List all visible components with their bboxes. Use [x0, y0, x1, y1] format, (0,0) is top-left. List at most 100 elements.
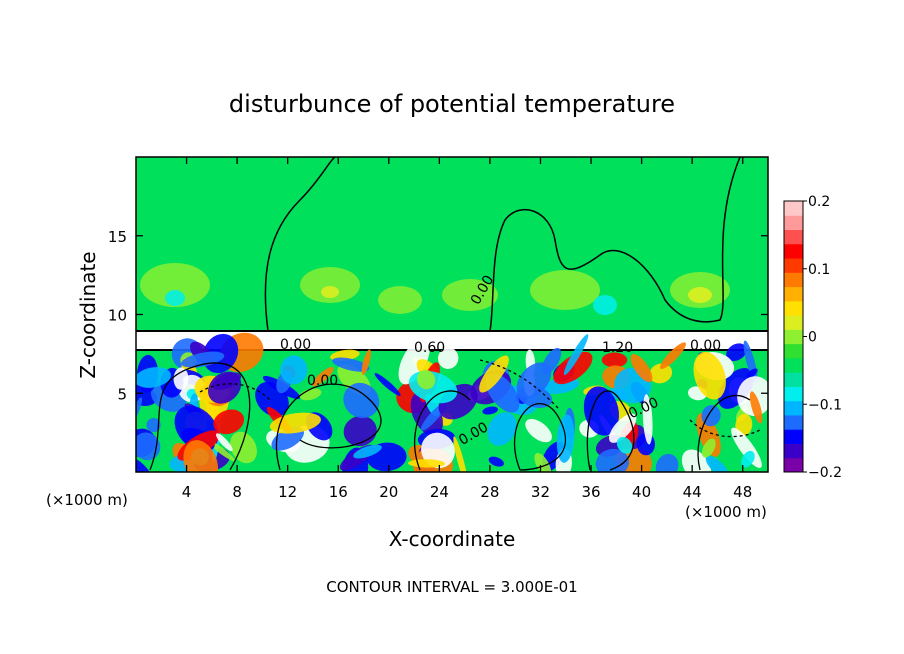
- colorbar-tick-label: 0.1: [808, 262, 830, 278]
- colorbar-tick-label: −0.2: [808, 465, 842, 481]
- turbulence-blob: [212, 372, 242, 390]
- y-axis-label: Z-coordinate: [76, 251, 100, 378]
- colorbar: [784, 201, 803, 473]
- turbulence-blob: [280, 355, 308, 385]
- contour-label: 0.00: [690, 338, 721, 354]
- colorbar-swatch: [784, 357, 803, 373]
- colorbar-swatch: [784, 457, 803, 473]
- turbulence-blob: [311, 367, 334, 387]
- contour-label: 0.00: [307, 373, 338, 389]
- turbulence-blob: [693, 351, 726, 400]
- turbulence-blob: [563, 334, 589, 376]
- colorbar-swatch: [784, 201, 803, 216]
- x-tick-label: 36: [581, 483, 600, 501]
- x-unit-left: (×1000 m): [46, 491, 128, 509]
- colorbar-tick-label: 0: [808, 330, 817, 346]
- y-tick-label: 10: [108, 307, 127, 325]
- x-tick-label: 4: [182, 483, 192, 501]
- colorbar-swatch: [784, 386, 803, 402]
- x-tick-label: 28: [480, 483, 499, 501]
- colorbar-swatch: [784, 400, 803, 416]
- turbulence-blob: [136, 432, 161, 461]
- colorbar-swatch: [784, 443, 803, 459]
- turbulence-blob: [453, 436, 468, 472]
- colorbar-swatch: [784, 229, 803, 245]
- turbulence-blob: [749, 391, 763, 424]
- upper-field-cyan: [165, 290, 617, 315]
- turbulence-blob: [437, 347, 459, 369]
- turbulence-blob: [616, 436, 633, 454]
- turbulence-blob: [479, 355, 509, 393]
- y-tick-label: 15: [108, 228, 127, 246]
- x-tick-label: 24: [430, 483, 449, 501]
- turbulence-blob: [343, 382, 380, 419]
- colorbar-swatch: [784, 300, 803, 316]
- lower-layer-contours: [149, 359, 761, 471]
- turbulence-blob: [136, 456, 153, 472]
- contour-interval-text: CONTOUR INTERVAL = 3.000E-01: [326, 578, 577, 596]
- turbulence-blob: [660, 342, 686, 370]
- turbulence-blob: [701, 438, 716, 458]
- turbulence-blob: [642, 394, 653, 445]
- turbulence-blob: [534, 452, 552, 472]
- x-tick-label: 8: [232, 483, 242, 501]
- colorbar-swatch: [784, 272, 803, 288]
- turbulence-blob: [705, 455, 729, 472]
- turbulence-blob: [361, 349, 371, 375]
- turbulence-blob: [173, 367, 189, 390]
- turbulence-blob: [183, 440, 218, 472]
- turbulence-blob: [649, 363, 673, 384]
- turbulence-blob: [601, 352, 628, 368]
- turbulence-blob: [726, 343, 747, 362]
- turbulence-blob: [421, 432, 455, 469]
- colorbar-ticks: 0.2 0.1 0 −0.1 −0.2: [803, 194, 842, 481]
- x-tick-label: 32: [531, 483, 550, 501]
- turbulence-blob: [398, 337, 430, 385]
- colorbar-swatch: [784, 243, 803, 259]
- turbulence-blob: [681, 449, 712, 472]
- turbulence-blob: [701, 405, 721, 427]
- x-tick-label: 16: [329, 483, 348, 501]
- x-unit-right: (×1000 m): [685, 503, 767, 521]
- x-axis-label: X-coordinate: [389, 527, 516, 551]
- colorbar-tick-label: −0.1: [808, 397, 842, 413]
- contour-label: 0.60: [414, 340, 445, 356]
- contour-label: 1.20: [602, 340, 633, 356]
- upper-field-yellow: [321, 286, 712, 303]
- colorbar-swatch: [784, 414, 803, 430]
- colorbar-swatch: [784, 286, 803, 302]
- x-tick-label: 48: [733, 483, 752, 501]
- turbulence-blob: [487, 412, 517, 446]
- colorbar-swatch: [784, 215, 803, 231]
- y-axis-ticks: 5 10 15: [108, 228, 768, 403]
- turbulence-blob: [230, 431, 257, 464]
- colorbar-tick-label: 0.2: [808, 194, 830, 210]
- contour-labels: 0.00 0.00 0.00 0.60 1.20 0.00 0.00 0.00: [280, 273, 721, 449]
- x-tick-label: 20: [379, 483, 398, 501]
- x-tick-label: 12: [278, 483, 297, 501]
- colorbar-swatch: [784, 329, 803, 345]
- turbulence-blob: [146, 418, 161, 433]
- turbulence-blob: [655, 453, 679, 472]
- turbulence-blob: [583, 386, 619, 436]
- turbulence-blob: [595, 448, 630, 472]
- plot-area: [136, 157, 768, 472]
- turbulence-blob: [374, 373, 401, 396]
- turbulence-blob: [332, 357, 370, 372]
- upper-field-patches: [140, 263, 730, 314]
- turbulence-blob: [213, 409, 245, 435]
- turbulence-blob: [608, 413, 637, 443]
- turbulence-blob: [516, 362, 552, 399]
- turbulence-blob: [136, 367, 171, 388]
- colorbar-swatch: [784, 258, 803, 273]
- turbulence-blob: [488, 456, 504, 467]
- turbulence-blob: [353, 444, 382, 459]
- turbulence-blob: [215, 433, 233, 452]
- colorbar-swatch: [784, 372, 803, 387]
- colorbar-swatch: [784, 429, 803, 444]
- turbulence-blob: [553, 351, 593, 385]
- turbulence-blob: [630, 354, 653, 383]
- turbulence-blob: [416, 369, 436, 390]
- boundary-band: [136, 331, 768, 351]
